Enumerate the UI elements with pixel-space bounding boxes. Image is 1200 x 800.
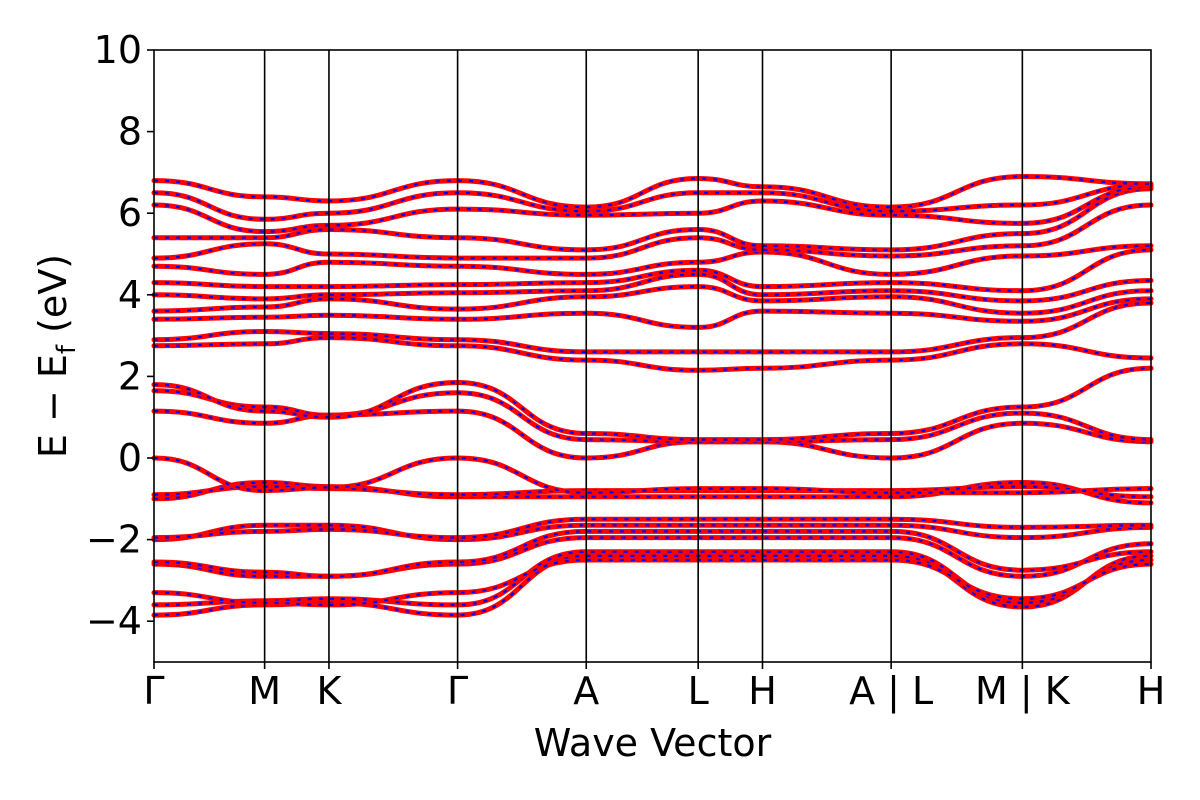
- band-spin-up-10: [151, 408, 1154, 461]
- band-spin-down-1: [153, 550, 1152, 607]
- y-axis-label-main: E − E: [31, 354, 75, 458]
- band-spin-down-6: [153, 518, 1152, 539]
- band-spin-down-7: [153, 481, 1152, 504]
- y-axis-ticks: −4 −2 0 2 4 6 8 10: [86, 28, 154, 643]
- band-spin-down-21: [154, 187, 1152, 252]
- band-spin-down-12: [153, 367, 1152, 441]
- x-axis-label: Wave Vector: [534, 721, 772, 765]
- x-tick-label: Γ: [447, 669, 468, 713]
- y-tick-label: −4: [86, 599, 142, 643]
- band-spin-up-22: [151, 184, 1154, 235]
- x-tick-label: M: [248, 669, 281, 713]
- band-spin-down-11: [153, 389, 1152, 443]
- y-axis-label: E − Ef (eV): [31, 254, 82, 458]
- band-spin-down-8: [153, 485, 1152, 498]
- band-spin-down-22: [153, 185, 1152, 233]
- x-tick-label: K: [316, 669, 342, 713]
- y-tick-label: −2: [86, 518, 142, 562]
- plot-frame: [153, 49, 1152, 663]
- band-spin-down-23: [153, 183, 1152, 221]
- x-tick-label: Γ: [143, 669, 164, 713]
- x-tick-label: H: [748, 669, 777, 713]
- band-spin-down-24: [153, 175, 1152, 209]
- band-spin-down-19: [153, 244, 1152, 276]
- x-tick-label: L: [688, 669, 709, 713]
- x-tick-label: H: [1137, 669, 1166, 713]
- y-tick-label: 4: [118, 273, 142, 317]
- y-tick-label: 10: [94, 28, 142, 72]
- band-spin-down-10: [153, 409, 1152, 460]
- y-axis-label-sub: f: [52, 344, 82, 354]
- x-tick-label: A: [573, 669, 599, 713]
- band-spin-down-9: [153, 456, 1152, 494]
- x-tick-label: A | L: [849, 669, 933, 714]
- band-spin-up-24: [151, 173, 1154, 210]
- kpoint-lines: [263, 50, 1024, 662]
- band-spin-up-20: [151, 202, 1154, 261]
- x-tick-label: M | K: [975, 669, 1071, 714]
- band-spin-down-5: [153, 524, 1152, 541]
- y-tick-label: 2: [118, 354, 142, 398]
- band-spin-down-4: [153, 530, 1152, 578]
- y-tick-label: 0: [118, 436, 142, 480]
- band-spin-down-17: [153, 273, 1152, 303]
- band-spin-down-15: [153, 297, 1152, 329]
- bands-layer: [151, 173, 1154, 618]
- band-spin-up-18: [151, 247, 1154, 294]
- band-spin-up-12: [151, 365, 1154, 443]
- band-spin-down-2: [153, 558, 1152, 607]
- band-spin-down-13: [153, 336, 1152, 372]
- y-tick-label: 8: [118, 110, 142, 154]
- y-tick-label: 6: [118, 191, 142, 235]
- band-spin-down-16: [153, 285, 1152, 315]
- y-axis-label-suffix: (eV): [31, 254, 75, 345]
- band-spin-down-14: [153, 301, 1152, 354]
